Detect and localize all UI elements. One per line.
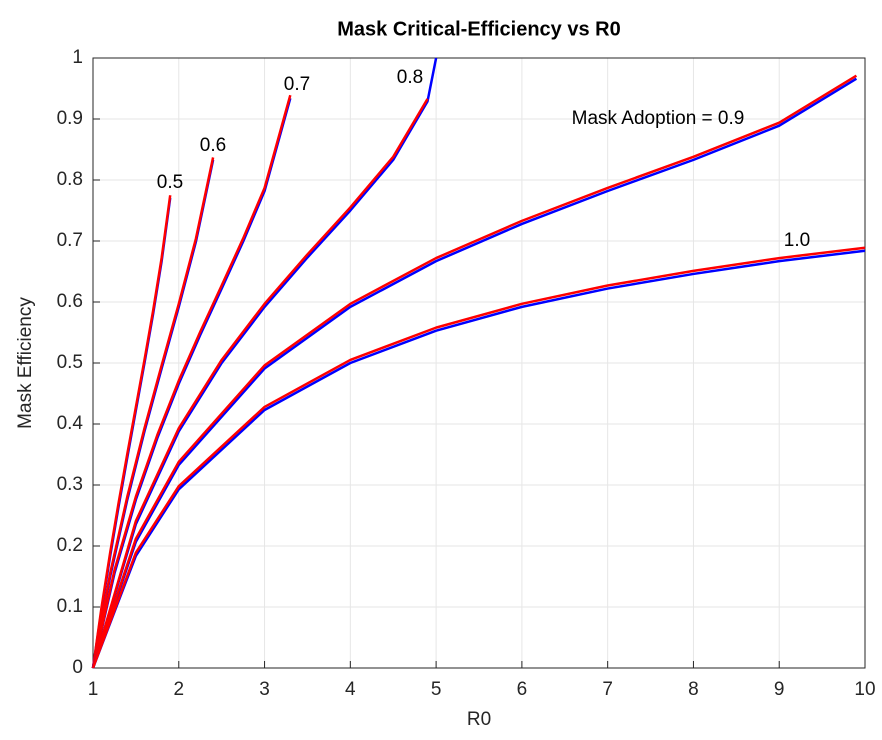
line	[91, 98, 429, 669]
y-tick-label: 0.2	[57, 535, 83, 556]
x-tick-label: 4	[345, 679, 356, 700]
y-axis-label: Mask Efficiency	[15, 297, 36, 429]
annotation: 0.6	[200, 135, 226, 156]
chart-title: Mask Critical-Efficiency vs R0	[337, 18, 620, 40]
y-tick-label: 0	[72, 657, 83, 678]
x-tick-label: 3	[259, 679, 270, 700]
y-tick-label: 0.1	[57, 596, 83, 617]
y-tick-label: 0.7	[57, 230, 83, 251]
plot-frame	[92, 57, 866, 669]
line	[91, 249, 866, 669]
x-tick-label: 7	[602, 679, 613, 700]
x-tick-label: 10	[854, 679, 875, 700]
line	[91, 77, 858, 669]
x-tick-label: 8	[688, 679, 699, 700]
y-tick-label: 0.3	[57, 474, 83, 495]
line	[91, 74, 858, 669]
line	[91, 94, 292, 669]
line	[91, 246, 866, 669]
x-axis-label: R0	[467, 709, 491, 730]
y-tick-label: 0.5	[57, 352, 83, 373]
x-tick-label: 2	[173, 679, 184, 700]
line	[91, 195, 172, 669]
x-tick-label: 6	[517, 679, 528, 700]
y-tick-label: 0.6	[57, 291, 83, 312]
annotation: 1.0	[784, 230, 810, 251]
line	[91, 57, 438, 669]
y-tick-label: 0.4	[57, 413, 84, 434]
y-tick-label: 0.8	[57, 169, 83, 190]
x-tick-label: 1	[88, 679, 99, 700]
annotation: 0.8	[397, 67, 423, 88]
y-tick-label: 1	[72, 47, 83, 68]
annotation: 0.7	[284, 74, 310, 95]
line	[91, 157, 215, 669]
y-tick-label: 0.9	[57, 108, 83, 129]
x-tick-label: 9	[774, 679, 785, 700]
annotation: 0.5	[157, 172, 183, 193]
annotation: Mask Adoption = 0.9	[572, 108, 745, 129]
x-tick-label: 5	[431, 679, 442, 700]
